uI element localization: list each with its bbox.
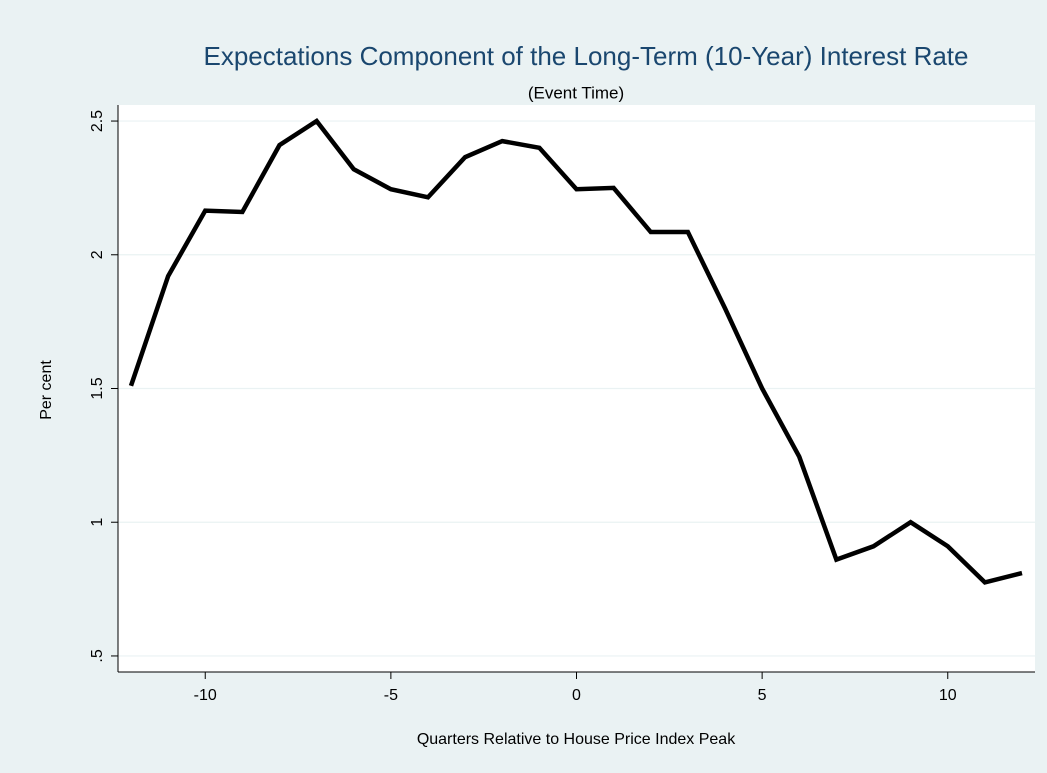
chart-title: Expectations Component of the Long-Term …	[203, 41, 968, 71]
y-tick-label: .5	[89, 649, 106, 662]
x-tick-label: 10	[939, 687, 957, 704]
y-tick-label: 2.5	[89, 110, 106, 132]
x-axis-title: Quarters Relative to House Price Index P…	[417, 731, 736, 748]
y-tick-label: 1.5	[89, 377, 106, 399]
x-tick-label: -10	[194, 687, 217, 704]
x-tick-label: 0	[572, 687, 581, 704]
x-tick-label: -5	[384, 687, 398, 704]
chart-subtitle: (Event Time)	[528, 83, 624, 102]
x-tick-label: 5	[758, 687, 767, 704]
y-axis-title: Per cent	[38, 360, 55, 420]
data-line	[128, 118, 1023, 585]
y-tick-label: 1	[89, 518, 106, 527]
y-tick-label: 2	[89, 250, 106, 259]
